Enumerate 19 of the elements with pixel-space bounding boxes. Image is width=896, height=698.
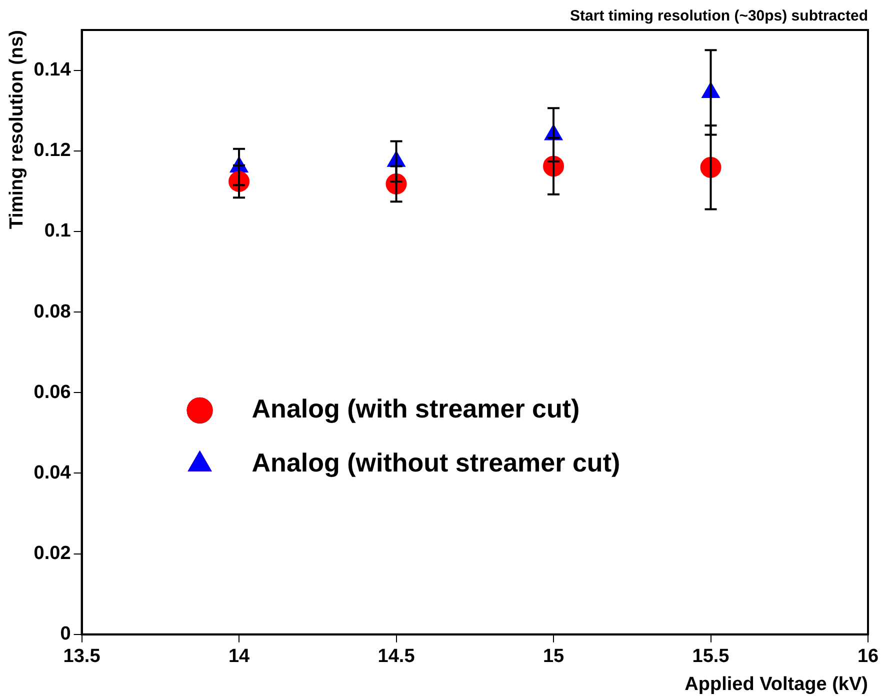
x-tick-label: 16 [857, 646, 879, 668]
y-tick-label: 0.04 [34, 462, 72, 484]
x-tick-label: 14.5 [378, 646, 416, 668]
y-tick-label: 0 [60, 624, 71, 645]
y-tick-label: 0.14 [34, 60, 72, 81]
y-tick-label: 0.02 [34, 543, 71, 564]
y-tick-label: 0.06 [34, 382, 71, 403]
y-tick-label: 0.08 [34, 301, 71, 322]
y-tick-label: 0.1 [44, 220, 72, 242]
x-tick-label: 15.5 [692, 646, 730, 668]
x-tick-label: 15 [542, 646, 565, 668]
legend-label: Analog (with streamer cut) [252, 394, 580, 424]
y-tick-label: 0.12 [34, 140, 71, 162]
x-tick-label: 13.5 [63, 646, 101, 668]
x-tick-label: 14 [228, 646, 250, 668]
legend-label: Analog (without streamer cut) [252, 448, 620, 478]
chart-title: Start timing resolution (~30ps) subtracted [570, 8, 868, 25]
y-axis-title: Timing resolution (ns) [6, 30, 28, 230]
x-axis-title: Applied Voltage (kV) [684, 674, 868, 695]
